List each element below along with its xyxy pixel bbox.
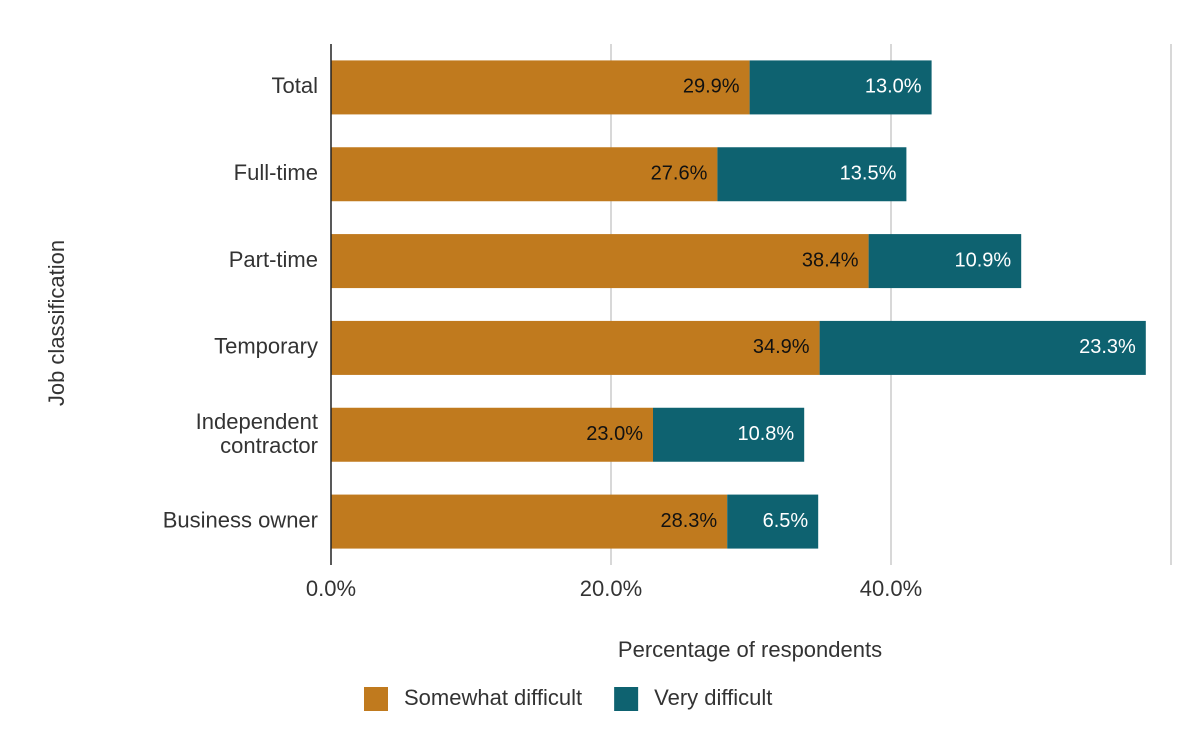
- data-label: 34.9%: [753, 336, 810, 358]
- data-label: 6.5%: [763, 510, 809, 532]
- bar-segment: [331, 147, 718, 202]
- legend-label: Very difficult: [654, 685, 772, 710]
- y-tick-label: Total: [272, 73, 318, 98]
- x-axis-title: Percentage of respondents: [618, 637, 882, 662]
- bar-segment: [727, 494, 819, 549]
- y-tick-label: Business owner: [163, 507, 318, 532]
- x-tick-label: 20.0%: [580, 576, 642, 601]
- bar-segment: [331, 60, 750, 115]
- legend-swatch: [364, 687, 388, 711]
- bar-segment: [749, 60, 932, 115]
- x-tick-label: 0.0%: [306, 576, 356, 601]
- y-tick-label: Independent contractor: [196, 409, 318, 458]
- data-label: 29.9%: [683, 76, 740, 98]
- data-label: 23.0%: [586, 423, 643, 445]
- y-tick-label: Full-time: [234, 160, 318, 185]
- bar-segment: [331, 407, 653, 462]
- data-label: 13.0%: [865, 76, 922, 98]
- bar-segment: [717, 147, 907, 202]
- bar-segment: [868, 234, 1022, 289]
- bar-segment: [819, 320, 1146, 375]
- bar-segment: [331, 320, 820, 375]
- data-label: 23.3%: [1079, 336, 1136, 358]
- data-label: 13.5%: [840, 163, 897, 185]
- bar-segment: [331, 234, 869, 289]
- legend-label: Somewhat difficult: [404, 685, 582, 710]
- legend-swatch: [614, 687, 639, 711]
- x-tick-label: 40.0%: [860, 576, 922, 601]
- y-tick-label: Temporary: [214, 334, 318, 359]
- data-label: 27.6%: [651, 163, 708, 185]
- bar-segment: [331, 494, 728, 549]
- data-label: 28.3%: [660, 510, 717, 532]
- data-label: 10.8%: [737, 423, 794, 445]
- y-tick-label: Part-time: [229, 247, 318, 272]
- bar-segment: [653, 407, 805, 462]
- y-axis-title: Job classification: [44, 240, 69, 406]
- data-label: 38.4%: [802, 249, 859, 271]
- data-label: 10.9%: [954, 249, 1011, 271]
